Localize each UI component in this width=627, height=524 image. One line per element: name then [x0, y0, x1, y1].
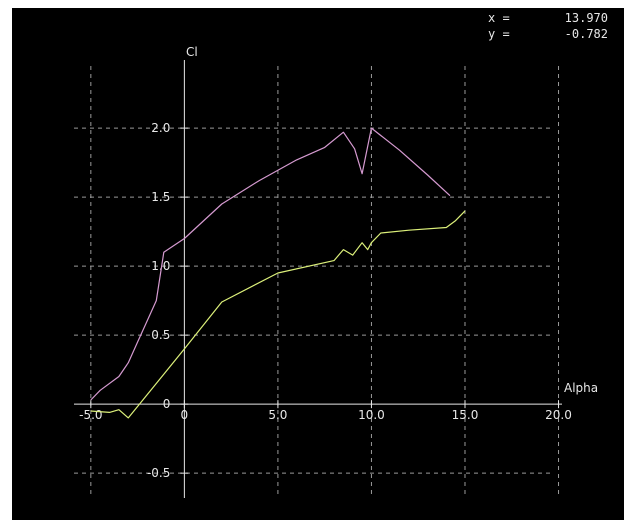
- readout-x-value: 13.970: [565, 11, 608, 25]
- y-tick-label: -0.5: [147, 466, 170, 480]
- x-tick-label: 10.0: [358, 408, 385, 422]
- y-tick-label: 1.0: [151, 259, 170, 273]
- series-line-upper: [90, 127, 451, 401]
- cl-alpha-chart[interactable]: -5.0 0 5.0 10.0 15.0 20.0 -0.5 0 0.5 1.0 1.5 2.0 Al…: [12, 8, 624, 520]
- readout-y-value: -0.782: [565, 27, 608, 41]
- axes: [74, 60, 562, 498]
- plot-window[interactable]: -5.0 0 5.0 10.0 15.0 20.0 -0.5 0 0.5 1.0 1.5 2.0 Al…: [12, 8, 624, 520]
- y-axis-title: Cl: [186, 45, 198, 59]
- y-tick-label: 0: [163, 397, 171, 411]
- y-tick-label: 0.5: [151, 328, 170, 342]
- readout-y-label: y =: [488, 27, 510, 41]
- readout-x-label: x =: [488, 11, 510, 25]
- y-tick-label: 1.5: [151, 190, 170, 204]
- series-line-lower: [90, 210, 466, 419]
- y-tick-label: 2.0: [151, 121, 170, 135]
- x-axis-title: Alpha: [564, 381, 598, 395]
- x-tick-label: 20.0: [545, 408, 572, 422]
- x-tick-label: 5.0: [268, 408, 287, 422]
- tick-labels: -5.0 0 5.0 10.0 15.0 20.0 -0.5 0 0.5 1.0 1.5 2.0: [79, 121, 572, 480]
- x-tick-label: 0: [181, 408, 189, 422]
- data-series: [90, 127, 466, 419]
- x-tick-label: -5.0: [79, 408, 102, 422]
- grid-lines: [74, 66, 560, 498]
- x-tick-label: 15.0: [452, 408, 479, 422]
